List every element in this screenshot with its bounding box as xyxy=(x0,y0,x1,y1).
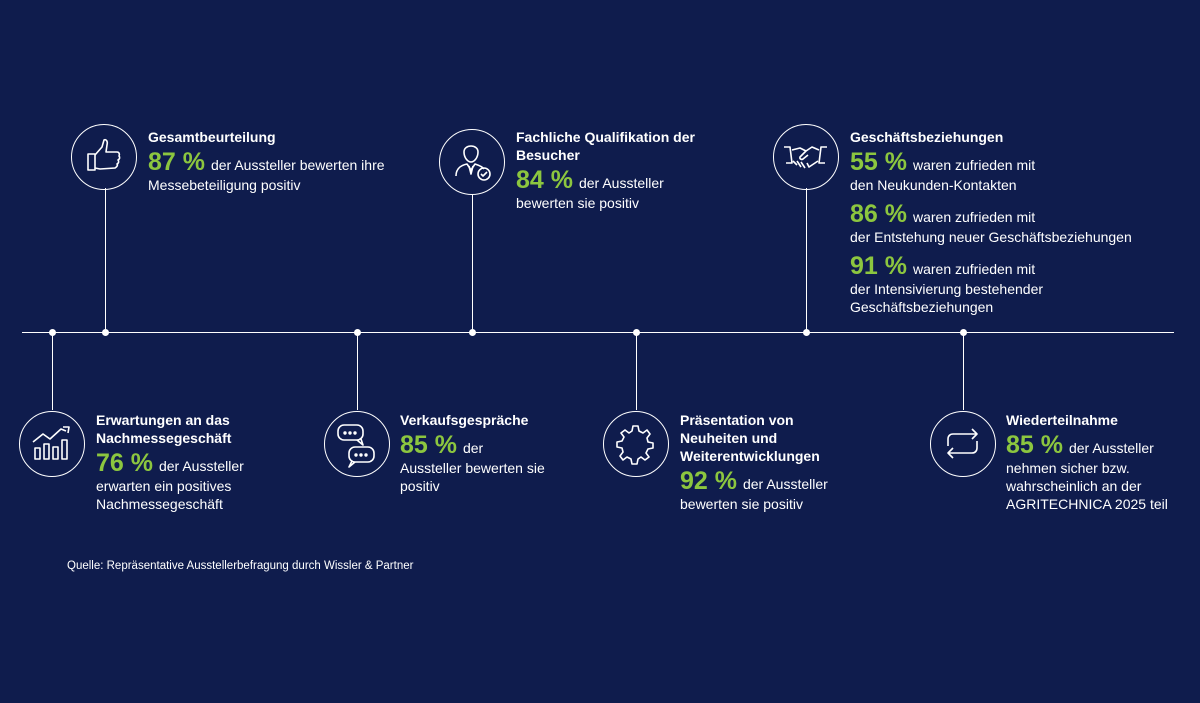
stat-block-verkauf: Verkaufsgespräche 85 % der Aussteller bew… xyxy=(400,411,545,495)
thumbs-up-icon xyxy=(71,124,137,190)
timeline-dot xyxy=(468,329,476,336)
stat-percentage: 87 % xyxy=(148,148,205,176)
connector-line xyxy=(105,188,106,332)
speech-bubbles-icon xyxy=(324,411,390,477)
stat-block-wiederteilnahme: Wiederteilnahme 85 % der Aussteller nehme… xyxy=(1006,411,1176,513)
stat-block-erwartungen: Erwartungen an das Nachmessegeschäft 76 … xyxy=(96,411,276,513)
timeline-dot xyxy=(802,329,810,336)
stat-title: Wiederteilnahme xyxy=(1006,412,1118,428)
stat-title: Verkaufsgespräche xyxy=(400,412,529,428)
stat-block-qualifikation: Fachliche Qualifikation der Besucher 84 … xyxy=(516,128,716,212)
connector-line xyxy=(472,195,473,332)
connector-line xyxy=(636,333,637,410)
connector-line xyxy=(963,333,964,410)
stat-text: der Aussteller bewerten sie positiv xyxy=(400,440,545,494)
stat-title: Erwartungen an das Nachmessegeschäft xyxy=(96,412,232,446)
stat-percentage: 84 % xyxy=(516,166,573,194)
connector-line xyxy=(806,188,807,332)
stat-block-gesamt: Gesamtbeurteilung 87 % der Aussteller bew… xyxy=(148,128,388,194)
timeline-dot xyxy=(959,329,967,336)
stat-text: der Aussteller bewerten ihre Messebeteil… xyxy=(148,157,385,193)
stat-percentage: 85 % xyxy=(1006,431,1063,459)
stat-block-geschaeft: Geschäftsbeziehungen 55 % waren zufrieden… xyxy=(850,128,1155,316)
gear-icon xyxy=(603,411,669,477)
source-note: Quelle: Repräsentative Ausstellerbefragu… xyxy=(67,560,414,572)
growth-chart-icon xyxy=(19,411,85,477)
stat-title: Fachliche Qualifikation der Besucher xyxy=(516,129,695,163)
stat-percentage: 86 % xyxy=(850,200,907,228)
stat-text: der Entstehung neuer Geschäftsbeziehunge… xyxy=(850,229,1132,245)
timeline-axis xyxy=(22,332,1174,333)
stat-percentage: 76 % xyxy=(96,449,153,477)
stat-text: der Aussteller bewerten sie positiv xyxy=(680,476,828,512)
stat-text: waren zufrieden mit xyxy=(912,209,1036,225)
stat-title: Gesamtbeurteilung xyxy=(148,129,276,145)
timeline-dot xyxy=(632,329,640,336)
connector-line xyxy=(52,333,53,410)
refresh-arrows-icon xyxy=(930,411,996,477)
stat-text: der Aussteller erwarten ein positives Na… xyxy=(96,458,244,512)
stat-block-praesentation: Präsentation von Neuheiten und Weiterent… xyxy=(680,411,855,513)
stat-text: waren zufrieden mit xyxy=(912,157,1036,173)
stat-title: Geschäftsbeziehungen xyxy=(850,129,1004,145)
businessman-check-icon xyxy=(439,129,505,195)
timeline-dot xyxy=(48,329,56,336)
stat-percentage: 91 % xyxy=(850,252,907,280)
connector-line xyxy=(357,333,358,410)
stat-text: der Aussteller bewerten sie positiv xyxy=(516,175,664,211)
timeline-dot xyxy=(353,329,361,336)
stat-percentage: 55 % xyxy=(850,148,907,176)
stat-percentage: 92 % xyxy=(680,467,737,495)
stat-text: der Intensivierung bestehender Geschäfts… xyxy=(850,281,1044,315)
stat-text: der Aussteller nehmen sicher bzw. wahrsc… xyxy=(1006,440,1168,512)
timeline-dot xyxy=(101,329,109,336)
stat-percentage: 85 % xyxy=(400,431,457,459)
handshake-icon xyxy=(773,124,839,190)
stat-text: waren zufrieden mit xyxy=(912,261,1036,277)
stat-text: den Neukunden-Kontakten xyxy=(850,177,1017,193)
stat-title: Präsentation von Neuheiten und Weiterent… xyxy=(680,412,820,464)
